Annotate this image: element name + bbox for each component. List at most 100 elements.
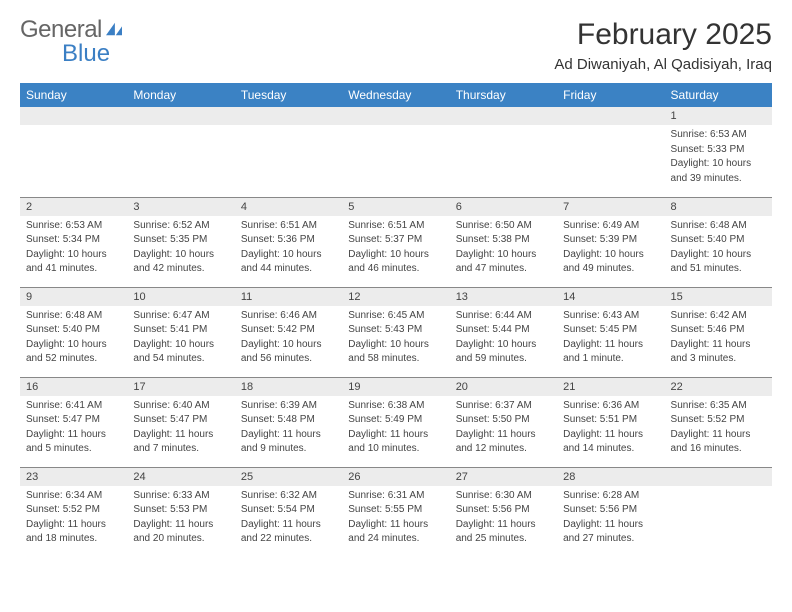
cell-body: Sunrise: 6:30 AMSunset: 5:56 PMDaylight:… [450,486,557,550]
daylight2-text: and 49 minutes. [563,262,658,276]
day-number: 27 [450,468,557,486]
dayname-sun: Sunday [20,83,127,107]
day-number: 18 [235,378,342,396]
daylight2-text: and 1 minute. [563,352,658,366]
day-number [342,107,449,125]
day-number: 11 [235,288,342,306]
calendar-cell [342,107,449,197]
cell-body: Sunrise: 6:38 AMSunset: 5:49 PMDaylight:… [342,396,449,460]
daylight2-text: and 3 minutes. [671,352,766,366]
day-number: 15 [665,288,772,306]
calendar-cell [665,467,772,557]
dayname-fri: Friday [557,83,664,107]
cell-body: Sunrise: 6:28 AMSunset: 5:56 PMDaylight:… [557,486,664,550]
sunrise-text: Sunrise: 6:38 AM [348,399,443,413]
sunrise-text: Sunrise: 6:36 AM [563,399,658,413]
cell-body: Sunrise: 6:37 AMSunset: 5:50 PMDaylight:… [450,396,557,460]
daylight1-text: Daylight: 10 hours [241,338,336,352]
daylight2-text: and 12 minutes. [456,442,551,456]
daylight1-text: Daylight: 10 hours [26,248,121,262]
sunset-text: Sunset: 5:46 PM [671,323,766,337]
day-number: 21 [557,378,664,396]
calendar-cell: 1Sunrise: 6:53 AMSunset: 5:33 PMDaylight… [665,107,772,197]
sunset-text: Sunset: 5:40 PM [671,233,766,247]
sunset-text: Sunset: 5:47 PM [133,413,228,427]
calendar-cell: 17Sunrise: 6:40 AMSunset: 5:47 PMDayligh… [127,377,234,467]
sunset-text: Sunset: 5:40 PM [26,323,121,337]
calendar-cell: 23Sunrise: 6:34 AMSunset: 5:52 PMDayligh… [20,467,127,557]
calendar-table: Sunday Monday Tuesday Wednesday Thursday… [20,83,772,557]
day-number: 1 [665,107,772,125]
daylight1-text: Daylight: 10 hours [241,248,336,262]
sunset-text: Sunset: 5:47 PM [26,413,121,427]
day-number: 22 [665,378,772,396]
logo-text-general: General [20,18,102,42]
sunset-text: Sunset: 5:56 PM [563,503,658,517]
daylight1-text: Daylight: 11 hours [456,518,551,532]
sunrise-text: Sunrise: 6:31 AM [348,489,443,503]
sunset-text: Sunset: 5:54 PM [241,503,336,517]
cell-body: Sunrise: 6:31 AMSunset: 5:55 PMDaylight:… [342,486,449,550]
calendar-cell: 13Sunrise: 6:44 AMSunset: 5:44 PMDayligh… [450,287,557,377]
sunrise-text: Sunrise: 6:42 AM [671,309,766,323]
sunset-text: Sunset: 5:53 PM [133,503,228,517]
sunrise-text: Sunrise: 6:28 AM [563,489,658,503]
daylight2-text: and 59 minutes. [456,352,551,366]
sunrise-text: Sunrise: 6:40 AM [133,399,228,413]
sunset-text: Sunset: 5:52 PM [671,413,766,427]
day-number: 24 [127,468,234,486]
sunset-text: Sunset: 5:55 PM [348,503,443,517]
cell-body: Sunrise: 6:36 AMSunset: 5:51 PMDaylight:… [557,396,664,460]
cell-body: Sunrise: 6:51 AMSunset: 5:37 PMDaylight:… [342,216,449,280]
sunset-text: Sunset: 5:35 PM [133,233,228,247]
daylight1-text: Daylight: 11 hours [348,428,443,442]
sunset-text: Sunset: 5:45 PM [563,323,658,337]
calendar-cell: 26Sunrise: 6:31 AMSunset: 5:55 PMDayligh… [342,467,449,557]
daylight2-text: and 14 minutes. [563,442,658,456]
dayname-sat: Saturday [665,83,772,107]
daylight2-text: and 27 minutes. [563,532,658,546]
calendar-cell: 4Sunrise: 6:51 AMSunset: 5:36 PMDaylight… [235,197,342,287]
day-number: 8 [665,198,772,216]
daylight1-text: Daylight: 10 hours [563,248,658,262]
logo: GeneralBlue [20,18,124,66]
cell-body: Sunrise: 6:52 AMSunset: 5:35 PMDaylight:… [127,216,234,280]
calendar-cell: 15Sunrise: 6:42 AMSunset: 5:46 PMDayligh… [665,287,772,377]
sunrise-text: Sunrise: 6:47 AM [133,309,228,323]
daylight1-text: Daylight: 11 hours [133,428,228,442]
calendar-cell [235,107,342,197]
sunset-text: Sunset: 5:36 PM [241,233,336,247]
sunset-text: Sunset: 5:43 PM [348,323,443,337]
calendar-cell [20,107,127,197]
sunrise-text: Sunrise: 6:44 AM [456,309,551,323]
day-number: 2 [20,198,127,216]
daylight1-text: Daylight: 11 hours [26,518,121,532]
calendar-week: 23Sunrise: 6:34 AMSunset: 5:52 PMDayligh… [20,467,772,557]
cell-body: Sunrise: 6:47 AMSunset: 5:41 PMDaylight:… [127,306,234,370]
cell-body: Sunrise: 6:39 AMSunset: 5:48 PMDaylight:… [235,396,342,460]
calendar-cell: 12Sunrise: 6:45 AMSunset: 5:43 PMDayligh… [342,287,449,377]
daylight2-text: and 46 minutes. [348,262,443,276]
sunset-text: Sunset: 5:42 PM [241,323,336,337]
daylight2-text: and 58 minutes. [348,352,443,366]
cell-body: Sunrise: 6:42 AMSunset: 5:46 PMDaylight:… [665,306,772,370]
logo-text-blue: Blue [62,42,124,66]
sunrise-text: Sunrise: 6:35 AM [671,399,766,413]
sunset-text: Sunset: 5:38 PM [456,233,551,247]
sunrise-text: Sunrise: 6:30 AM [456,489,551,503]
day-number: 12 [342,288,449,306]
daylight2-text: and 52 minutes. [26,352,121,366]
daylight1-text: Daylight: 11 hours [563,338,658,352]
sunrise-text: Sunrise: 6:34 AM [26,489,121,503]
sunrise-text: Sunrise: 6:39 AM [241,399,336,413]
day-number: 3 [127,198,234,216]
day-number: 4 [235,198,342,216]
calendar-cell: 25Sunrise: 6:32 AMSunset: 5:54 PMDayligh… [235,467,342,557]
sunrise-text: Sunrise: 6:32 AM [241,489,336,503]
sunrise-text: Sunrise: 6:45 AM [348,309,443,323]
daylight2-text: and 5 minutes. [26,442,121,456]
calendar-cell: 11Sunrise: 6:46 AMSunset: 5:42 PMDayligh… [235,287,342,377]
calendar-cell: 18Sunrise: 6:39 AMSunset: 5:48 PMDayligh… [235,377,342,467]
day-number [665,468,772,486]
calendar-cell: 14Sunrise: 6:43 AMSunset: 5:45 PMDayligh… [557,287,664,377]
